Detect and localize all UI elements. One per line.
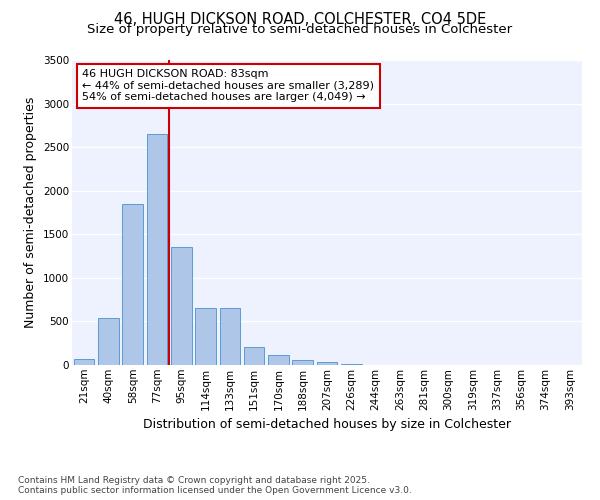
Bar (98, 318, 119, 365)
Text: Contains HM Land Registry data © Crown copyright and database right 2025.
Contai: Contains HM Land Registry data © Crown c… (18, 476, 412, 495)
Bar (341, 364, 362, 365)
Text: Size of property relative to semi-detached houses in Colchester: Size of property relative to semi-detach… (88, 24, 512, 36)
Bar (220, 308, 240, 365)
Text: 46 HUGH DICKSON ROAD: 83sqm
← 44% of semi-detached houses are smaller (3,289)
54: 46 HUGH DICKSON ROAD: 83sqm ← 44% of sem… (82, 69, 374, 102)
Bar (292, 360, 313, 365)
Y-axis label: Number of semi-detached properties: Number of semi-detached properties (25, 97, 37, 328)
Bar (171, 248, 191, 365)
Bar (268, 356, 289, 365)
X-axis label: Distribution of semi-detached houses by size in Colchester: Distribution of semi-detached houses by … (143, 418, 511, 431)
Bar (122, 204, 143, 365)
Bar (146, 134, 167, 365)
Bar (74, 359, 94, 365)
Bar (317, 362, 337, 365)
Bar (244, 346, 265, 365)
Text: 46, HUGH DICKSON ROAD, COLCHESTER, CO4 5DE: 46, HUGH DICKSON ROAD, COLCHESTER, CO4 5… (114, 12, 486, 28)
Bar (195, 308, 216, 365)
